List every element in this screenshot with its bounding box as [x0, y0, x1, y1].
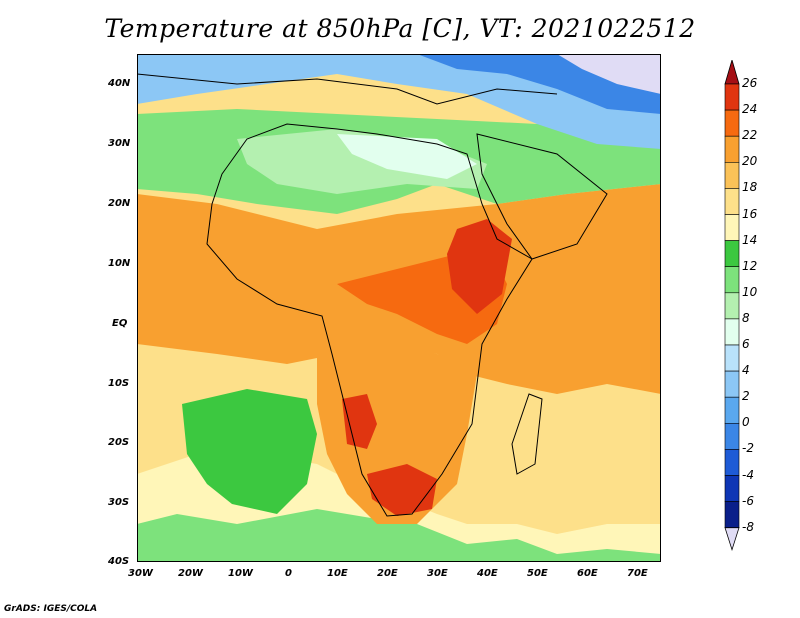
lat-label: 40S	[108, 556, 130, 567]
colorbar-label: 10	[742, 284, 758, 299]
colorbar-segment	[724, 501, 740, 529]
lon-label: 10E	[327, 568, 348, 579]
field-sw-hot	[342, 394, 377, 449]
colorbar-segment	[724, 422, 740, 450]
africa-coastline	[206, 123, 533, 517]
colorbar-label: 20	[742, 154, 758, 169]
colorbar-label: -8	[742, 519, 754, 534]
colorbar-label: 4	[742, 363, 750, 378]
colorbar-segment	[724, 318, 740, 346]
lat-label: 30S	[108, 497, 130, 508]
lat-label: 10N	[108, 258, 131, 269]
lon-label: 40E	[477, 568, 498, 579]
colorbar-segment	[724, 83, 740, 111]
colorbar	[724, 60, 740, 552]
temperature-map	[137, 54, 661, 562]
field-south-atlantic-green	[182, 389, 317, 514]
lat-label: 20S	[108, 437, 130, 448]
colorbar-segment	[724, 396, 740, 424]
colorbar-segment	[724, 292, 740, 320]
colorbar-segment	[724, 109, 740, 137]
lon-label: 60E	[577, 568, 598, 579]
colorbar-segment	[724, 370, 740, 398]
lon-label: 20E	[377, 568, 398, 579]
field-east-hot	[447, 219, 512, 314]
lon-label: 30W	[128, 568, 153, 579]
colorbar-segment	[724, 344, 740, 372]
colorbar-segment	[724, 266, 740, 294]
lon-label: 30E	[427, 568, 448, 579]
colorbar-label: 24	[742, 102, 758, 117]
lon-label: 50E	[527, 568, 548, 579]
colorbar-segment	[724, 214, 740, 241]
colorbar-segment	[724, 162, 740, 189]
europe-coastline	[137, 73, 558, 105]
colorbar-label: 18	[742, 180, 758, 195]
colorbar-bottom-arrow	[724, 527, 740, 552]
colorbar-label: -6	[742, 493, 754, 508]
colorbar-label: 6	[742, 337, 750, 351]
colorbar-label: 26	[742, 76, 758, 90]
map-title: Temperature at 850hPa [C], VT: 202102251…	[104, 14, 696, 43]
footer-credit: GrADS: IGES/COLA	[4, 604, 98, 614]
lon-label: 70E	[627, 568, 648, 579]
colorbar-segment	[724, 240, 740, 268]
colorbar-label: -2	[742, 441, 754, 456]
madagascar-coastline	[511, 393, 543, 475]
field-asia-lavender	[557, 54, 661, 94]
colorbar-label: 8	[742, 310, 750, 325]
arabia-coastline	[476, 133, 608, 260]
colorbar-label: -4	[742, 467, 754, 482]
lon-label: 20W	[178, 568, 203, 579]
colorbar-top-arrow	[724, 60, 740, 85]
colorbar-label: 22	[742, 128, 758, 143]
lat-label: 20N	[108, 198, 131, 209]
field-south-hot	[367, 464, 437, 516]
colorbar-label: 0	[742, 415, 750, 430]
colorbar-segment	[724, 449, 740, 476]
map-border	[137, 54, 661, 562]
field-south-green	[137, 509, 661, 562]
colorbar-segment	[724, 188, 740, 215]
lat-label: EQ	[112, 318, 128, 329]
field-southern-africa-orange	[317, 334, 477, 524]
lat-label: 10S	[108, 378, 130, 389]
lat-label: 30N	[108, 138, 131, 149]
colorbar-segment	[724, 135, 740, 163]
colorbar-label: 16	[742, 206, 758, 221]
colorbar-label: 2	[742, 389, 750, 404]
colorbar-label: 12	[742, 258, 758, 273]
colorbar-segment	[724, 475, 740, 502]
lat-label: 40N	[108, 78, 131, 89]
lon-label: 0	[285, 568, 292, 579]
colorbar-label: 14	[742, 232, 758, 247]
lon-label: 10W	[228, 568, 253, 579]
